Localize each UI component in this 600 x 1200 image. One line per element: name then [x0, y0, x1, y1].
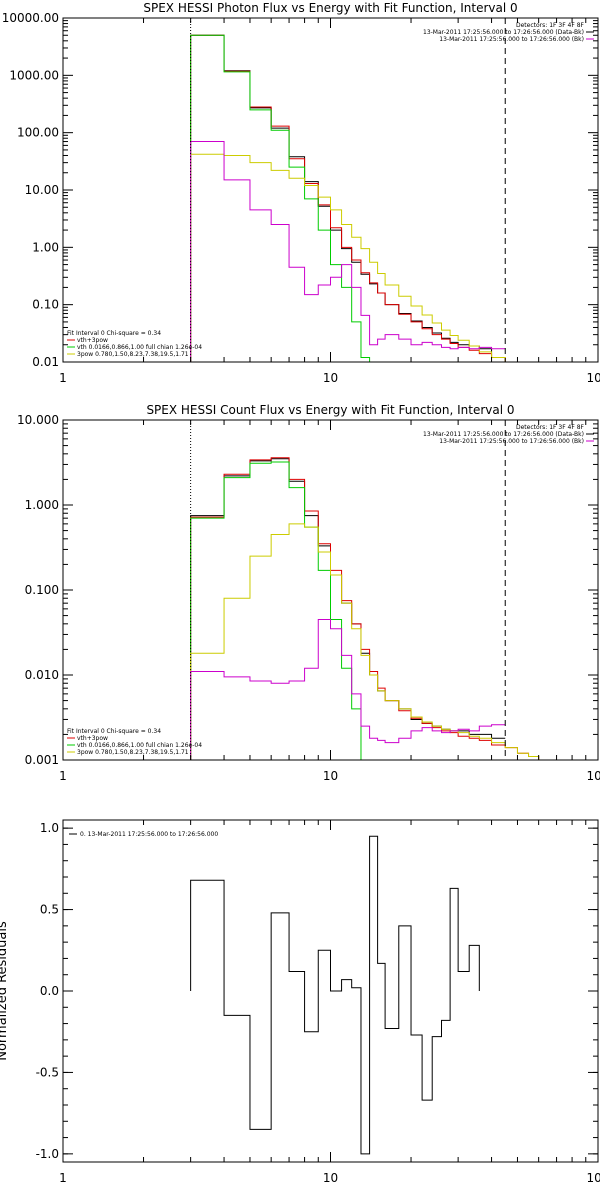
legend-topright-text: 13-Mar-2011 17:25:56.000 to 17:26:56.000…: [423, 431, 584, 438]
y-tick-label: 0.100: [25, 583, 59, 597]
y-tick-label: 0.0: [40, 984, 59, 998]
y-tick-label: -1.0: [36, 1147, 59, 1161]
x-tick-label: 100: [587, 371, 600, 385]
x-tick-label: 1: [59, 769, 67, 783]
legend-bottomleft-text: vth+3pow: [77, 735, 108, 742]
legend-topright-text: 13-Mar-2011 17:25:56.000 to 17:26:56.000…: [439, 438, 584, 445]
legend-bottomleft-text: vth 0.0166,0.866,1.00 full chian 1.26e-0…: [77, 742, 202, 749]
y-tick-label: 0.10: [32, 298, 59, 312]
legend-bottomleft-text: Fit Interval 0 Chi-square = 0.34: [67, 330, 161, 337]
legend-topright-text: Detectors: 1F 3F 4F 8F: [516, 22, 585, 29]
y-tick-label: 1.0: [40, 821, 59, 835]
chart-title: SPEX HESSI Photon Flux vs Energy with Fi…: [143, 1, 517, 15]
series-3: [190, 153, 518, 362]
series-0: [190, 458, 506, 760]
legend-topright-text: Detectors: 1F 3F 4F 8F: [516, 424, 585, 431]
legend-bottomleft-text: 3pow 0.780,1.50,8.23,7.38,19.5,1.71: [77, 749, 189, 756]
panel-2: Normalized Residuals 1 10 100 -1.0 -0.5 0.0 0.5…: [0, 819, 600, 1185]
legend-bottomleft-text: vth+3pow: [77, 337, 108, 344]
x-tick-label: 1: [59, 371, 67, 385]
panel-1: SPEX HESSI Count Flux vs Energy with Fit…: [17, 403, 600, 783]
legend-topright-text: 13-Mar-2011 17:25:56.000 to 17:26:56.000…: [423, 29, 584, 36]
series-0: [190, 34, 506, 362]
y-tick-label: 0.010: [25, 668, 59, 682]
legend-bottomleft-text: 3pow 0.780,1.50,8.23,7.38,19.5,1.71: [77, 351, 189, 358]
y-axis-label: Normalized Residuals: [0, 921, 10, 1061]
x-tick-label: 10: [323, 1171, 338, 1185]
x-tick-label: 100: [587, 769, 600, 783]
y-tick-label: 0.5: [40, 903, 59, 917]
y-tick-label: 0.01: [32, 355, 59, 369]
y-tick-label: -0.5: [36, 1065, 59, 1079]
legend-bottomleft-text: vth 0.0166,0.866,1.00 full chian 1.26e-0…: [77, 344, 202, 351]
x-tick-label: 10: [323, 769, 338, 783]
y-tick-label: 1.000: [25, 498, 59, 512]
series-1: [190, 457, 549, 760]
chart-title: SPEX HESSI Count Flux vs Energy with Fit…: [146, 403, 514, 417]
series-2: [190, 461, 370, 760]
series-group: [190, 835, 480, 1155]
legend-bottomleft-text: Fit Interval 0 Chi-square = 0.34: [67, 728, 161, 735]
y-tick-label: 1000.00: [9, 68, 59, 82]
series-group: [190, 34, 518, 362]
series-2: [190, 34, 371, 362]
y-tick-label: 100.00: [17, 126, 59, 140]
series-4: [190, 141, 506, 362]
series-3: [190, 523, 549, 760]
legend-topright-text: 13-Mar-2011 17:25:56.000 to 17:26:56.000…: [439, 36, 584, 43]
x-tick-label: 10: [323, 371, 338, 385]
y-tick-label: 1.00: [32, 240, 59, 254]
series-group: [190, 457, 549, 760]
legend-topleft-text: 0. 13-Mar-2011 17:25:56.000 to 17:26:56.…: [80, 831, 218, 838]
x-tick-label: 100: [587, 1171, 600, 1185]
series-4: [190, 618, 506, 760]
y-tick-label: 0.001: [25, 753, 59, 767]
plot-frame: [62, 17, 599, 363]
series-1: [190, 34, 518, 362]
panel-0: SPEX HESSI Photon Flux vs Energy with Fi…: [2, 1, 600, 385]
y-tick-label: 10.000: [17, 413, 59, 427]
x-tick-label: 1: [59, 1171, 67, 1185]
y-tick-label: 10.00: [25, 183, 59, 197]
series-0: [190, 835, 480, 1155]
y-tick-label: 10000.00: [2, 11, 59, 25]
